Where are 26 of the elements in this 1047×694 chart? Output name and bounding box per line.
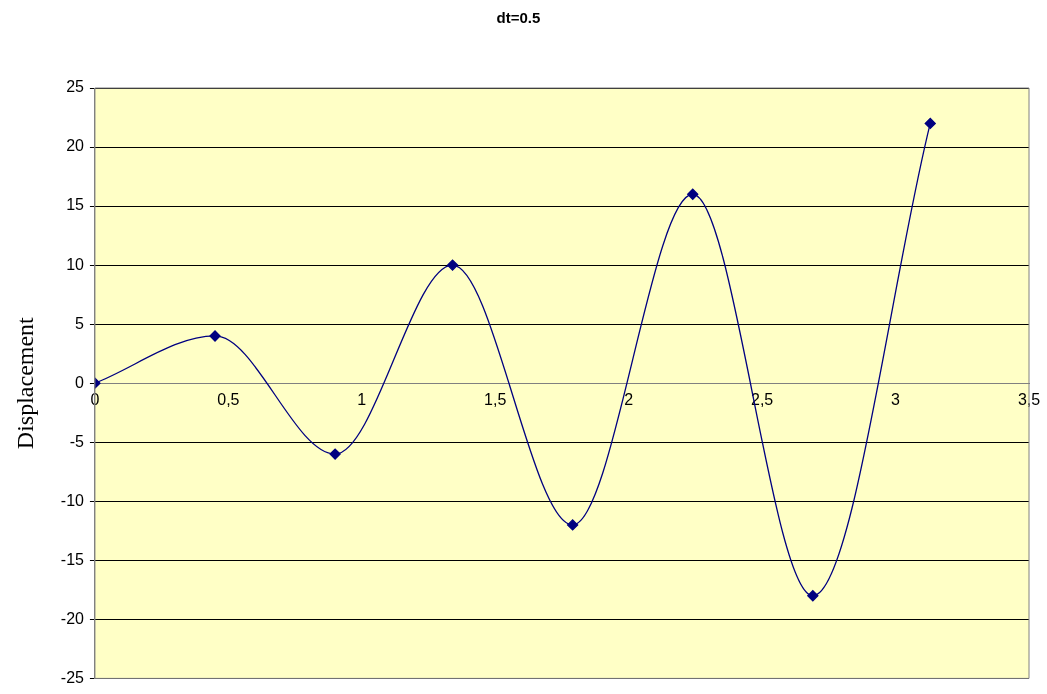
x-tick-label: 0,5 (217, 391, 240, 409)
y-axis-title: Displacement (11, 316, 38, 450)
x-tick-label: 0 (90, 391, 100, 409)
y-tick-label: 5 (75, 314, 85, 332)
point (687, 188, 699, 200)
y-tick-label: 10 (66, 255, 85, 273)
y-tick-label: 20 (66, 137, 85, 155)
y-tick-label: 25 (66, 78, 85, 96)
x-tick-label: 3,5 (1017, 391, 1041, 409)
y-tick-label: -5 (69, 432, 85, 450)
point (924, 117, 936, 130)
y-tick-label: -10 (60, 491, 85, 509)
y-tick-label: 0 (75, 373, 85, 391)
chart-title: dt=0.5 (496, 9, 541, 27)
y-tick-label: -25 (60, 668, 85, 686)
x-tick-label: 3 (891, 391, 901, 409)
x-tick-label: 1,5 (484, 391, 507, 409)
point (329, 448, 341, 460)
y-tick-label: 15 (66, 196, 85, 214)
x-tick-label: 2 (624, 391, 634, 409)
x-tick-label: 1 (357, 391, 367, 409)
point (566, 519, 579, 531)
point (446, 259, 459, 271)
y-tick-label: -20 (60, 609, 85, 627)
point (807, 590, 819, 602)
y-tick-label: -15 (60, 550, 85, 568)
